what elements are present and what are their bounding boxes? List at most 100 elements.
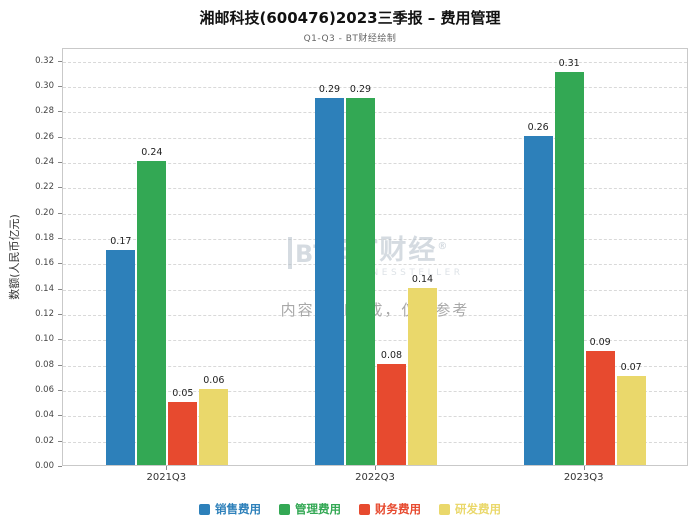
gridline: [63, 112, 687, 114]
gridline: [63, 61, 687, 63]
bar-value-label: 0.26: [527, 121, 549, 133]
y-tick-mark: [58, 339, 62, 341]
gridline: [63, 340, 687, 342]
y-tick-mark: [58, 440, 62, 442]
y-tick-label: 0.22: [35, 182, 54, 193]
y-tick-mark: [58, 314, 62, 315]
chart-title: 湘邮科技(600476)2023三季报 – 费用管理: [199, 9, 501, 27]
plot-area: BT BT财经® BUSINESSTELLER 内容由AI生成，仅供参考 0.1…: [62, 48, 688, 466]
bar-series1-2021Q3: [106, 249, 136, 465]
bar-value-label: 0.14: [411, 273, 434, 285]
gridline: [63, 315, 687, 316]
legend-swatch: [199, 503, 210, 515]
legend: 销售费用 管理费用 财务费用 研发费用: [0, 501, 700, 517]
y-tick-label: 0.06: [35, 385, 54, 395]
legend-swatch: [359, 503, 370, 515]
y-tick-label: 0.14: [35, 283, 54, 294]
bar-series1-2023Q3: [523, 135, 553, 465]
y-tick-mark: [58, 364, 62, 366]
legend-label: 研发费用: [455, 502, 501, 516]
bar-value-label: 0.06: [203, 375, 225, 386]
y-tick-mark: [58, 466, 62, 467]
x-tick-label: 2022Q3: [355, 472, 395, 483]
gridline: [63, 391, 687, 392]
bars-container: 0.17 0.24 0.05 0.06 0.29 0.29 0.08 0.14 0.26 0.31…: [63, 49, 687, 465]
x-tick-mark: [166, 466, 168, 470]
bar-series3-2021Q3: [168, 401, 198, 465]
legend-swatch: [439, 503, 450, 515]
y-tick-label: 0.10: [35, 334, 54, 345]
bar-series3-2023Q3: [585, 351, 615, 465]
bar-value-label: 0.31: [558, 58, 580, 70]
bar-value-label: 0.29: [318, 83, 341, 95]
y-tick-mark: [58, 390, 62, 391]
y-tick-mark: [58, 60, 62, 62]
legend-item-series3: 财务费用: [359, 501, 421, 517]
bar-value-label: 0.07: [620, 362, 642, 374]
y-tick-label: 0.32: [35, 55, 54, 66]
gridline: [63, 163, 687, 164]
y-tick-mark: [58, 415, 62, 417]
y-tick-label: 0.08: [35, 359, 54, 370]
bar-value-label: 0.24: [141, 147, 163, 158]
legend-item-series2: 管理费用: [279, 501, 341, 517]
y-tick-label: 0.30: [35, 81, 54, 91]
y-tick-label: 0.18: [35, 233, 54, 243]
gridline: [63, 213, 687, 215]
y-tick-label: 0.20: [35, 207, 54, 218]
bar-series4-2023Q3: [616, 376, 646, 465]
bar-series2-2022Q3: [346, 97, 375, 465]
bar-value-label: 0.08: [380, 349, 403, 361]
y-tick-label: 0.24: [35, 157, 54, 167]
legend-label: 管理费用: [295, 502, 341, 516]
bar-value-label: 0.17: [110, 235, 132, 247]
x-tick-label: 2023Q3: [563, 472, 604, 483]
y-tick-mark: [58, 288, 62, 290]
y-tick-mark: [58, 86, 62, 87]
x-axis-ticks: 2021Q3 2022Q3 2023Q3: [62, 466, 688, 486]
y-tick-mark: [58, 238, 62, 239]
y-tick-mark: [58, 212, 62, 214]
y-tick-label: 0.28: [35, 106, 54, 117]
bar-series4-2021Q3: [199, 389, 229, 465]
x-tick-mark: [375, 466, 376, 470]
gridline: [63, 137, 687, 139]
bar-series2-2021Q3: [137, 161, 167, 465]
gridline: [63, 264, 687, 266]
chart-subtitle: Q1-Q3 - BT财经绘制: [303, 34, 397, 44]
gridline: [63, 416, 687, 418]
gridline: [63, 289, 687, 291]
y-tick-label: 0.12: [35, 309, 54, 319]
y-tick-mark: [58, 187, 62, 189]
bar-value-label: 0.05: [172, 387, 194, 399]
y-tick-label: 0.26: [35, 131, 54, 142]
legend-swatch: [279, 503, 290, 515]
legend-label: 销售费用: [215, 502, 261, 516]
gridline: [63, 365, 687, 367]
y-tick-mark: [58, 111, 62, 113]
y-tick-mark: [58, 136, 62, 138]
y-tick-mark: [58, 162, 62, 163]
x-tick-mark: [583, 466, 585, 470]
gridline: [63, 188, 687, 190]
x-tick-label: 2021Q3: [146, 472, 187, 483]
legend-item-series1: 销售费用: [199, 501, 261, 517]
y-tick-label: 0.02: [35, 435, 54, 446]
y-tick-label: 0.16: [35, 258, 54, 269]
bar-series2-2023Q3: [554, 72, 584, 465]
y-tick-label: 0.04: [35, 410, 54, 421]
gridline: [63, 87, 687, 88]
bar-series3-2022Q3: [377, 363, 406, 465]
bar-series1-2022Q3: [315, 97, 344, 465]
bar-series4-2022Q3: [408, 287, 437, 465]
y-tick-label: 0.00: [35, 461, 54, 471]
gridline: [63, 441, 687, 443]
bar-value-label: 0.29: [349, 83, 372, 95]
legend-item-series4: 研发费用: [439, 501, 501, 517]
y-axis-ticks: 0.00 0.02 0.04 0.06 0.08 0.10 0.12 0.14 0.16 0.18…: [0, 48, 62, 471]
gridline: [63, 239, 687, 240]
legend-label: 财务费用: [375, 502, 421, 516]
y-tick-mark: [58, 263, 62, 265]
bar-value-label: 0.09: [589, 337, 611, 348]
